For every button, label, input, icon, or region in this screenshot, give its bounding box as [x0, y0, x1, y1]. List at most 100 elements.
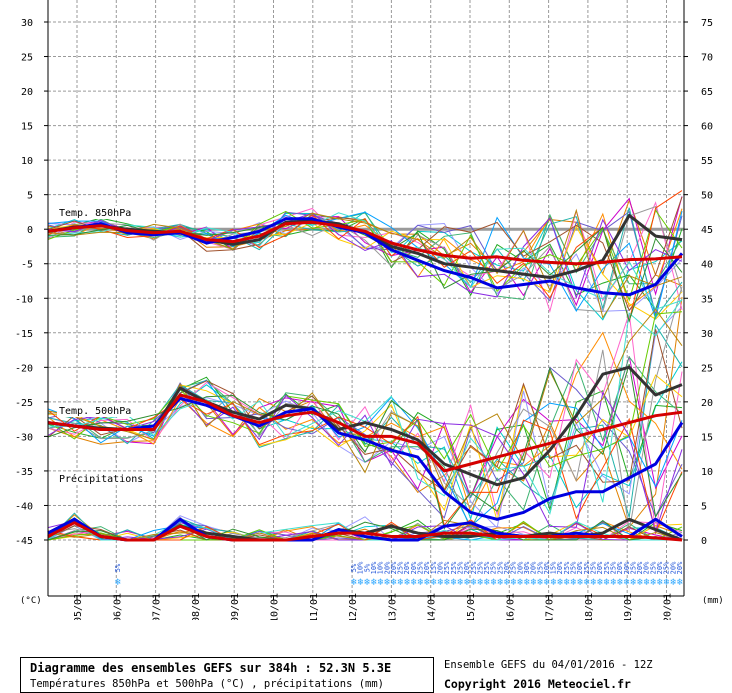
x-tick-label: 11/01 [309, 593, 320, 620]
y-tick-label-left: -30 [15, 432, 33, 443]
y-tick-label-left: -5 [21, 260, 33, 271]
snow-risk-label: 20% [463, 561, 471, 574]
snow-risk-icon: ❄ [524, 577, 531, 588]
snow-risk-icon: ❄ [624, 577, 631, 588]
snow-risk-label: 25% [609, 561, 617, 574]
label-temp-850: Temp. 850hPa [59, 208, 131, 219]
perturbation-9-t500-line [47, 366, 683, 519]
snow-risk-icon: ❄ [504, 577, 511, 588]
y-tick-label-left: 30 [21, 18, 33, 29]
x-tick-label: 17/01 [545, 593, 556, 620]
chart-subtitle: Températures 850hPa et 500hPa (°C) , pré… [30, 678, 385, 690]
y-tick-label-left: -15 [15, 329, 33, 340]
snow-risk-label: 25% [496, 561, 504, 574]
label-temp-850-bg [57, 206, 137, 219]
y-tick-label-left: -35 [15, 467, 33, 478]
snow-risk-label: 25% [397, 561, 405, 574]
snow-risk-icon: ❄ [670, 577, 677, 588]
label-temp-500: Temp. 500hPa [59, 406, 131, 417]
snow-risk-icon: ❄ [364, 577, 371, 588]
snow-risk-label: 25% [450, 561, 458, 574]
perturbation-16-t500-line [47, 398, 683, 535]
label-precipitations: Précipitations [59, 473, 143, 485]
snow-risk-icon: ❄ [584, 577, 591, 588]
snow-risk-label: 25% [583, 561, 591, 574]
snow-risk-icon: ❄ [544, 577, 551, 588]
perturbation-20-t500-line [47, 364, 683, 530]
snow-risk-icon: ❄ [664, 577, 671, 588]
snow-risk-label: 25% [663, 561, 671, 574]
snow-risk-early-icon: ❄ [115, 577, 122, 588]
snow-risk-icon: ❄ [557, 577, 564, 588]
snow-risk-label: 25% [490, 561, 498, 574]
snow-risk-icon: ❄ [411, 577, 418, 588]
snow-risk-icon: ❄ [464, 577, 471, 588]
perturbation-8-t500-line [47, 313, 683, 533]
snow-risk-label: 25% [603, 561, 611, 574]
snow-risk-icon: ❄ [384, 577, 391, 588]
snow-risk-label: 15% [550, 561, 558, 574]
perturbation-7-t850-line [47, 212, 683, 301]
y-tick-label-right: 25 [701, 363, 713, 374]
snow-risk-icon: ❄ [371, 577, 378, 588]
x-tick-label: 08/01 [191, 593, 202, 620]
snow-risk-icon: ❄ [644, 577, 651, 588]
snow-risk-label: 20% [390, 561, 398, 574]
snow-risk-icon: ❄ [590, 577, 597, 588]
snow-risk-icon: ❄ [444, 577, 451, 588]
snow-risk-label: 20% [383, 561, 391, 574]
snow-risk-label: 25% [510, 561, 518, 574]
snow-risk-icon: ❄ [517, 577, 524, 588]
y-tick-label-left: -25 [15, 398, 33, 409]
x-tick-label: 07/01 [152, 593, 163, 620]
snow-risk-icon: ❄ [477, 577, 484, 588]
snow-risk-icon: ❄ [511, 577, 518, 588]
x-tick-label: 20/01 [663, 593, 674, 620]
x-tick-label: 18/01 [584, 593, 595, 620]
title-box: Diagramme des ensembles GEFS sur 384h : … [20, 657, 434, 693]
snow-risk-icon: ❄ [571, 577, 578, 588]
y-tick-label-left: 5 [27, 191, 33, 202]
mean-precip-line [47, 521, 683, 542]
y-tick-label-left: -20 [15, 363, 33, 374]
snow-risk-label: 20% [530, 561, 538, 574]
copyright: Copyright 2016 Meteociel.fr [444, 677, 631, 691]
snow-risk-icon: ❄ [378, 577, 385, 588]
y-unit-right: (mm) [702, 596, 724, 606]
snow-risk-icon: ❄ [610, 577, 617, 588]
snow-risk-icon: ❄ [418, 577, 425, 588]
label-precipitations-bg [57, 472, 150, 485]
x-tick-label: 06/01 [112, 593, 123, 620]
snow-risk-label: 25% [456, 561, 464, 574]
snow-risk-label: 10% [357, 561, 365, 574]
chart-title: Diagramme des ensembles GEFS sur 384h : … [30, 661, 392, 675]
x-tick-label: 16/01 [505, 593, 516, 620]
snow-risk-icon: ❄ [531, 577, 538, 588]
y-tick-label-left: -45 [15, 536, 33, 547]
perturbation-19-t850-line [47, 208, 683, 319]
x-tick-label: 12/01 [348, 593, 359, 620]
snow-risk-label: 25% [417, 561, 425, 574]
snow-risk-icon: ❄ [424, 577, 431, 588]
snow-risk-icon: ❄ [471, 577, 478, 588]
x-tick-label: 09/01 [230, 593, 241, 620]
snow-risk-icon: ❄ [451, 577, 458, 588]
snow-risk-label: 25% [470, 561, 478, 574]
perturbation-19-precip-line [47, 519, 683, 541]
snow-risk-icon: ❄ [537, 577, 544, 588]
label-temp-500-bg [57, 404, 137, 417]
snow-risk-icon: ❄ [437, 577, 444, 588]
snow-risk-label: 20% [669, 561, 677, 574]
snow-risk-icon: ❄ [431, 577, 438, 588]
snow-risk-label: 20% [516, 561, 524, 574]
y-tick-label-left: -40 [15, 501, 33, 512]
snow-risk-icon: ❄ [617, 577, 624, 588]
snow-risk-icon: ❄ [637, 577, 644, 588]
snow-risk-label: 25% [443, 561, 451, 574]
snow-risk-label: 20% [656, 561, 664, 574]
y-tick-label-left: 20 [21, 87, 33, 98]
y-tick-label-right: 70 [701, 53, 713, 64]
x-tick-label: 05/01 [73, 593, 84, 620]
snow-risk-label: 5% [350, 563, 358, 572]
perturbation-19-t500-line [47, 308, 683, 491]
